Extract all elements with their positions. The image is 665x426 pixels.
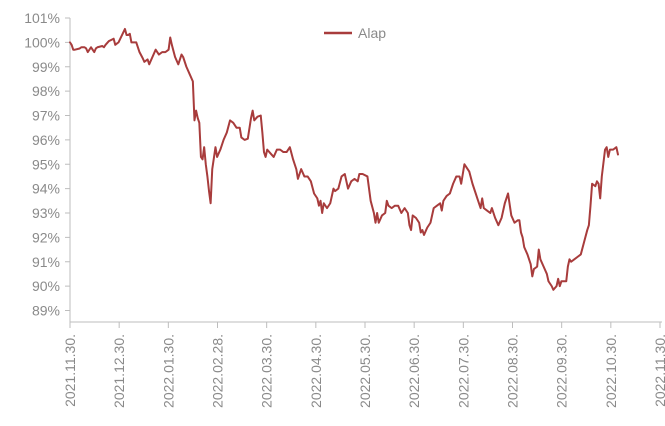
x-tick-label: 2022.08.30. [505,334,521,408]
y-tick-label: 99% [32,59,60,75]
y-tick-label: 101% [24,10,60,26]
legend: Alap [324,25,386,41]
x-tick-label: 2022.05.30. [357,334,373,408]
y-tick-label: 90% [32,278,60,294]
y-tick-label: 96% [32,132,60,148]
x-tick-label: 2022.07.30. [455,334,471,408]
x-tick-label: 2022.09.30. [554,334,570,408]
x-tick-label: 2022.01.30. [160,334,176,408]
series-line-alap [69,27,619,291]
x-tick-label: 2021.11.30. [62,334,78,407]
y-tick-label: 91% [32,254,60,270]
y-tick-label: 95% [32,156,60,172]
x-tick-label: 2022.10.30. [603,334,619,408]
y-tick-label: 93% [32,205,60,221]
y-tick-label: 92% [32,229,60,245]
x-tick-label: 2022.04.30. [308,334,324,408]
y-axis-ticks: 101% 100% 99% 98% 97% 96% 95% 94% 93% 92% 91% 90% 89… [24,10,70,319]
y-tick-label: 94% [32,181,60,197]
x-tick-label: 2022.06.30. [406,334,422,408]
y-tick-label: 98% [32,83,60,99]
legend-label: Alap [358,25,386,41]
x-axis-ticks: 2021.11.30. 2021.12.30. 2022.01.30. 2022.02… [62,322,665,408]
y-tick-label: 97% [32,108,60,124]
x-tick-label: 2022.03.30. [259,334,275,408]
x-tick-label: 2021.12.30. [111,334,127,408]
x-tick-label: 2022.11.30. [652,334,665,407]
y-tick-label: 100% [24,34,60,50]
x-tick-label: 2022.02.28. [210,334,226,408]
y-tick-label: 89% [32,303,60,319]
